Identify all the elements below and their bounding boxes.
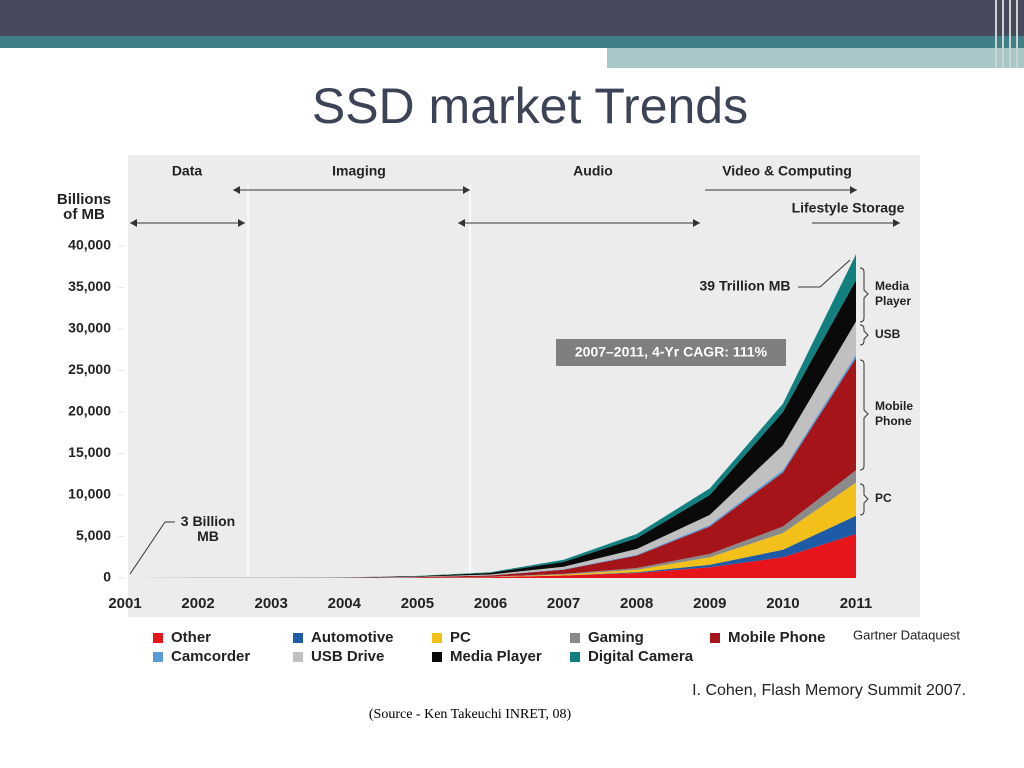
brace	[859, 324, 869, 346]
period-label: Audio	[573, 163, 613, 179]
annotation: 2007–2011, 4-Yr CAGR: 111%	[575, 344, 768, 360]
brace	[859, 483, 869, 516]
header-band	[0, 36, 1024, 48]
legend-label: Automotive	[311, 629, 394, 646]
annotation-box	[556, 339, 786, 366]
arrow-head	[130, 219, 137, 227]
legend-swatch	[570, 633, 580, 643]
legend-swatch	[432, 652, 442, 662]
annotation: 3 Billion MB	[181, 513, 235, 544]
arrow-head	[893, 219, 900, 227]
y-tick-label: 40,000	[68, 237, 111, 253]
slide-title: SSD market Trends	[312, 78, 748, 134]
y-axis-label: Billions of MB	[57, 191, 111, 223]
x-tick-label: 2009	[693, 595, 726, 612]
period-label: Imaging	[332, 163, 386, 179]
legend-swatch	[432, 633, 442, 643]
period-label: Lifestyle Storage	[792, 200, 905, 216]
arrow-head	[458, 219, 465, 227]
segment-label: Media Player	[875, 279, 911, 308]
legend-label: Mobile Phone	[728, 629, 826, 646]
legend-label: USB Drive	[311, 648, 384, 665]
x-tick-label: 2005	[401, 595, 434, 612]
brace	[859, 267, 869, 323]
credit: I. Cohen, Flash Memory Summit 2007.	[692, 682, 966, 699]
leader	[129, 521, 166, 575]
x-tick-label: 2008	[620, 595, 653, 612]
y-tick-label: 0	[103, 569, 111, 585]
y-tick-label: 35,000	[68, 278, 111, 294]
brace	[859, 359, 869, 471]
legend-swatch	[153, 633, 163, 643]
x-tick-label: 2002	[181, 595, 214, 612]
legend-label: Camcorder	[171, 648, 250, 665]
x-tick-label: 2006	[474, 595, 507, 612]
segment-label: USB	[875, 327, 901, 341]
y-tick-label: 30,000	[68, 320, 111, 336]
y-tick-label: 20,000	[68, 403, 111, 419]
chart: 0 5,000 10,000 15,000 20,000 25,000 30,000 35,0…	[57, 163, 966, 700]
header-bar	[0, 0, 1024, 36]
legend-label: Other	[171, 629, 211, 646]
x-tick-label: 2004	[328, 595, 362, 612]
legend-label: Gaming	[588, 629, 644, 646]
period-label: Data	[172, 163, 203, 179]
x-tick-label: 2011	[840, 595, 873, 612]
legend-label: Digital Camera	[588, 648, 694, 665]
legend-swatch	[153, 652, 163, 662]
segment-label: Mobile Phone	[875, 399, 913, 428]
annotation: 39 Trillion MB	[699, 278, 790, 294]
area	[125, 534, 856, 578]
header-block	[607, 48, 1024, 68]
header-stripes	[995, 0, 1018, 68]
leader	[819, 259, 851, 288]
legend-label: Media Player	[450, 648, 542, 665]
legend-swatch	[293, 633, 303, 643]
source-note: (Source - Ken Takeuchi INRET, 08)	[369, 707, 572, 722]
x-tick-label: 2001	[108, 595, 141, 612]
y-tick-label: 15,000	[68, 444, 111, 460]
x-tick-label: 2003	[255, 595, 288, 612]
x-tick-label: 2010	[766, 595, 799, 612]
legend-swatch	[570, 652, 580, 662]
arrow-head	[850, 186, 857, 194]
y-tick-label: 5,000	[76, 527, 111, 543]
legend-swatch	[293, 652, 303, 662]
legend-swatch	[710, 633, 720, 643]
arrow-head	[463, 186, 470, 194]
arrow-head	[238, 219, 245, 227]
credit: Gartner Dataquest	[853, 627, 960, 642]
y-tick-label: 25,000	[68, 361, 111, 377]
period-label: Video & Computing	[722, 163, 852, 179]
segment-label: PC	[875, 491, 892, 505]
y-tick-label: 10,000	[68, 486, 111, 502]
legend-label: PC	[450, 629, 471, 646]
arrow-head	[693, 219, 700, 227]
arrow-head	[233, 186, 240, 194]
x-tick-label: 2007	[547, 595, 580, 612]
